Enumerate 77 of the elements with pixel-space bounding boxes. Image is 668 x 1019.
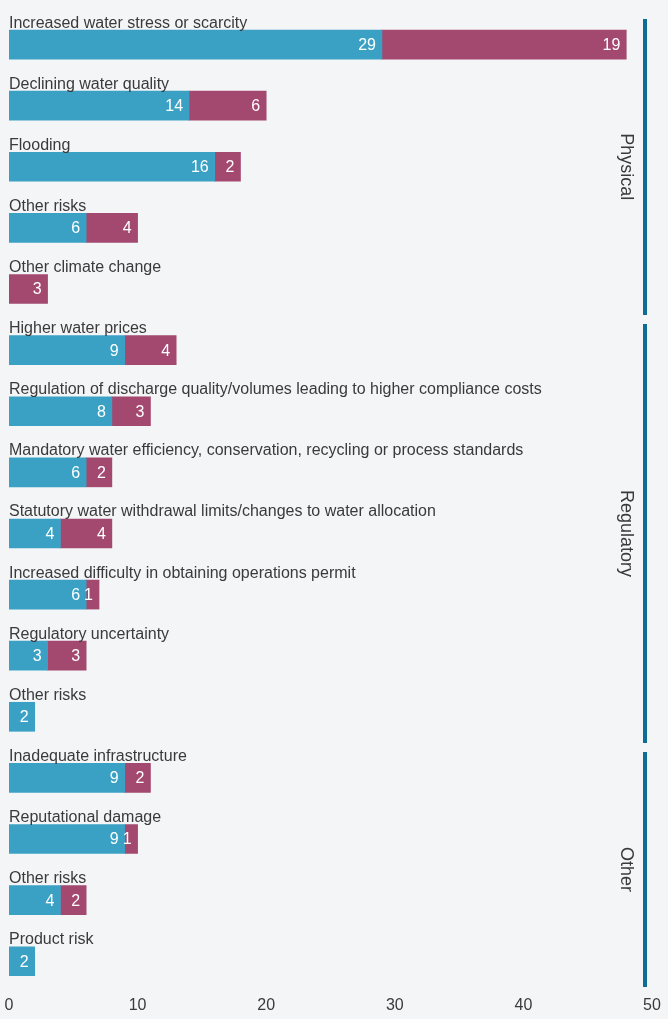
data-label: 3 — [71, 647, 81, 665]
y-tick-label: Reputational damage — [9, 808, 162, 826]
bar — [111, 396, 151, 427]
data-label: 4 — [122, 219, 132, 237]
y-tick-label: Mandatory water efficiency, conservation, recycling or process standards — [9, 441, 524, 459]
bar — [9, 763, 126, 793]
bar — [9, 579, 87, 610]
data-label: 2 — [19, 952, 29, 970]
data-label: 3 — [135, 402, 145, 420]
data-label: 29 — [358, 35, 377, 53]
annotation: Regulatory — [617, 489, 638, 577]
y-tick-label: Regulation of discharge quality/volumes leading to higher compliance costs — [9, 380, 542, 398]
data-label: 2 — [19, 708, 29, 726]
bar — [9, 885, 61, 915]
y-tick-label: Higher water prices — [9, 319, 147, 337]
data-label: 3 — [32, 647, 42, 665]
y-tick-label: Other risks — [9, 196, 87, 214]
data-label: 9 — [109, 341, 119, 359]
x-tick-label: 10 — [128, 995, 147, 1013]
y-tick-label: Inadequate infrastructure — [9, 746, 187, 764]
bar — [9, 946, 36, 977]
data-label: 4 — [45, 891, 55, 909]
bar — [9, 701, 36, 732]
y-tick-label: Other risks — [9, 869, 87, 887]
y-tick-label: Regulatory uncertainty — [9, 624, 170, 642]
bar — [9, 457, 87, 488]
annotation: Physical — [617, 133, 638, 201]
y-tick-label: Product risk — [9, 930, 95, 948]
y-tick-label: Other risks — [9, 685, 87, 703]
data-label: 6 — [71, 219, 81, 237]
bar — [124, 335, 177, 365]
bar — [9, 824, 126, 854]
bar — [9, 335, 126, 365]
bar — [9, 151, 216, 182]
data-label: 6 — [71, 463, 81, 481]
bar — [9, 274, 48, 304]
bar — [60, 518, 113, 549]
data-label: 2 — [96, 463, 106, 481]
bar — [47, 640, 87, 671]
bar — [9, 213, 87, 243]
bar — [188, 90, 267, 121]
y-tick-label: Increased water stress or scarcity — [9, 13, 248, 31]
data-label: 4 — [45, 524, 55, 542]
data-label: 19 — [602, 35, 621, 53]
bar — [214, 151, 241, 182]
bar — [85, 213, 138, 243]
data-label: 16 — [190, 158, 209, 176]
data-label: 4 — [96, 524, 106, 542]
data-label: 9 — [109, 769, 119, 787]
y-tick-label: Increased difficulty in obtaining operations permit — [9, 563, 357, 581]
bar — [9, 640, 48, 671]
data-label: 6 — [251, 97, 261, 115]
data-label: 8 — [96, 402, 106, 420]
data-label: 4 — [161, 341, 171, 359]
x-tick-label: 0 — [4, 995, 14, 1013]
y-tick-label: Statutory water withdrawal limits/changes to water allocation — [9, 502, 436, 520]
data-label: 2 — [135, 769, 145, 787]
data-label: 6 — [71, 585, 81, 603]
y-tick-label: Declining water quality — [9, 74, 170, 92]
bar — [9, 396, 113, 427]
bar — [9, 29, 383, 60]
x-tick-label: 40 — [514, 995, 533, 1013]
x-tick-label: 20 — [257, 995, 276, 1013]
bar — [9, 90, 190, 121]
bar — [124, 763, 151, 793]
annotation: Other — [617, 847, 638, 893]
data-label: 2 — [225, 158, 235, 176]
y-tick-label: Other climate change — [9, 258, 162, 276]
data-label: 9 — [109, 830, 119, 848]
y-tick-label: Flooding — [9, 135, 71, 153]
data-label: 3 — [32, 280, 42, 298]
x-tick-label: 50 — [643, 995, 661, 1013]
x-tick-label: 30 — [385, 995, 404, 1013]
bar — [9, 518, 61, 549]
data-label: 2 — [71, 891, 81, 909]
bar — [381, 29, 627, 60]
data-label: 14 — [165, 97, 184, 115]
